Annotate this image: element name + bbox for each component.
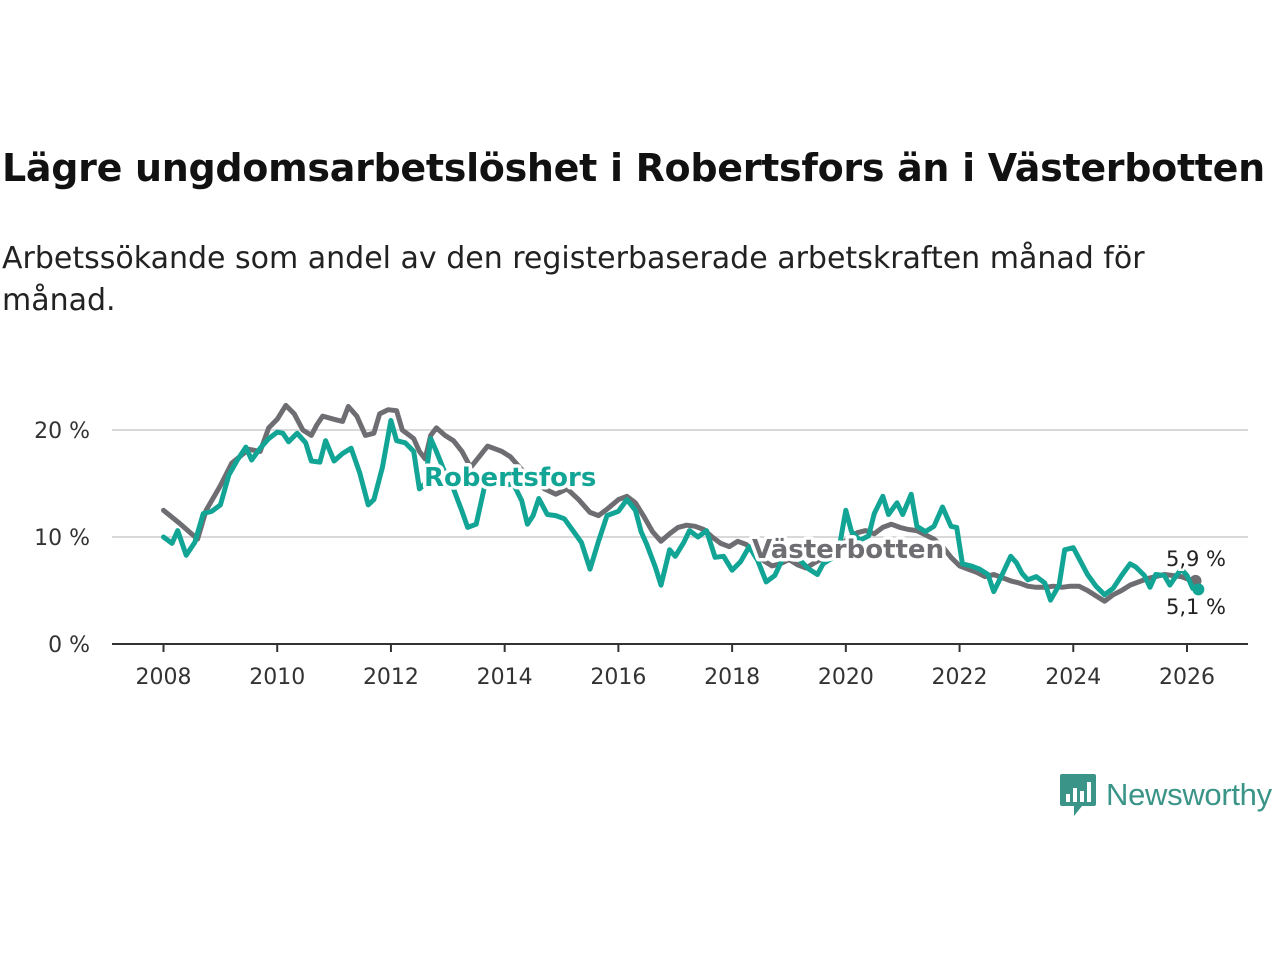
newsworthy-logo-icon (1060, 774, 1096, 816)
series-end-point-robertsfors (1192, 583, 1205, 596)
y-tick-label: 10 % (34, 526, 90, 551)
chart-subtitle: Arbetssökande som andel av den registerb… (2, 241, 1145, 318)
x-tick-label: 2016 (590, 665, 646, 690)
newsworthy-logo: Newsworthy (1058, 772, 1272, 818)
series-label-vasterbotten: Västerbotten (752, 535, 944, 565)
series-line-robertsfors (161, 417, 1201, 603)
y-tick-label: 0 % (48, 633, 90, 658)
x-tick-label: 2008 (136, 665, 192, 690)
x-tick-label: 2024 (1045, 665, 1101, 690)
series-line-västerbotten (161, 402, 1198, 604)
end-value-label-vasterbotten: 5,9 % (1166, 547, 1226, 571)
x-tick-label: 2022 (932, 665, 988, 690)
x-tick-label: 2014 (477, 665, 533, 690)
chart-title: Lägre ungdomsarbetslöshet i Robertsfors … (2, 146, 1265, 190)
series-label-robertsfors: Robertsfors (424, 463, 596, 493)
x-tick-label: 2012 (363, 665, 419, 690)
x-tick-label: 2026 (1159, 665, 1215, 690)
newsworthy-logo-text: Newsworthy (1106, 777, 1272, 812)
x-tick-label: 2018 (704, 665, 760, 690)
y-tick-label: 20 % (34, 419, 90, 444)
x-tick-label: 2010 (249, 665, 305, 690)
x-tick-label: 2020 (818, 665, 874, 690)
end-value-label-robertsfors: 5,1 % (1166, 595, 1226, 619)
